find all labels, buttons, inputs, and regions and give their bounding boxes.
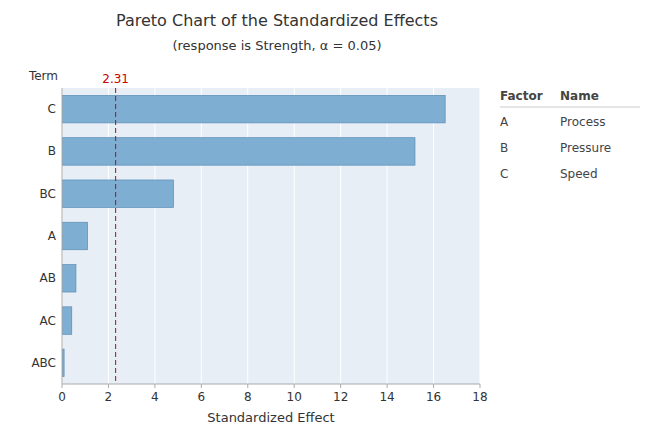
factor-table: Factor Name A Process B Pressure C Speed: [500, 89, 640, 181]
x-tick-label: 0: [58, 390, 66, 404]
table-header: Factor: [500, 89, 543, 103]
bar: [62, 265, 76, 292]
x-tick: [387, 384, 388, 388]
x-tick: [294, 384, 295, 388]
x-tick-label: 16: [426, 390, 441, 404]
y-axis-line: [62, 88, 63, 384]
grid-line: [340, 88, 341, 384]
table-header: Name: [560, 89, 599, 103]
table-cell: B: [500, 141, 508, 155]
grid-line: [387, 88, 388, 384]
grid: [62, 88, 480, 384]
table-rule: [500, 107, 640, 108]
table-cell: C: [500, 167, 508, 181]
x-tick-label: 18: [472, 390, 487, 404]
bar: [62, 138, 415, 165]
y-tick-label: B: [48, 144, 56, 158]
x-tick: [480, 384, 481, 388]
x-tick: [154, 384, 155, 388]
grid-line: [294, 88, 295, 384]
x-tick-label: 8: [244, 390, 252, 404]
y-tick-label: BC: [40, 187, 56, 201]
background: [0, 0, 660, 440]
y-tick-label: A: [48, 229, 57, 243]
y-tick-label: AB: [40, 271, 56, 285]
grid-line: [62, 88, 63, 384]
table-cell: Pressure: [560, 141, 611, 155]
table-cell: A: [500, 115, 509, 129]
y-axis-label: Term: [28, 69, 58, 83]
y-tick-label: C: [48, 102, 56, 116]
x-tick-label: 14: [379, 390, 394, 404]
x-tick-label: 10: [287, 390, 302, 404]
x-tick-label: 2: [105, 390, 113, 404]
table-cell: Process: [560, 115, 606, 129]
x-tick-label: 12: [333, 390, 348, 404]
reference-label: 2.31: [102, 72, 129, 86]
bar: [62, 180, 173, 207]
reference-line: [115, 88, 116, 384]
bar: [62, 307, 72, 334]
grid-line: [247, 88, 248, 384]
y-tick-label: AC: [40, 314, 56, 328]
bar: [62, 222, 88, 249]
x-tick-label: 6: [198, 390, 206, 404]
title: Pareto Chart of the Standardized Effects: [116, 11, 438, 30]
table-cell: Speed: [560, 167, 598, 181]
grid-line: [201, 88, 202, 384]
bars: [62, 95, 445, 376]
x-tick: [247, 384, 248, 388]
x-tick: [62, 384, 63, 388]
x-axis-label: Standardized Effect: [207, 410, 334, 425]
grid-line: [154, 88, 155, 384]
x-tick: [201, 384, 202, 388]
x-tick: [108, 384, 109, 388]
y-tick-label: ABC: [31, 356, 56, 370]
grid-line: [108, 88, 109, 384]
subtitle: (response is Strength, α = 0.05): [172, 38, 381, 53]
grid-line: [433, 88, 434, 384]
x-tick: [433, 384, 434, 388]
plot-background: [62, 88, 480, 384]
x-tick-label: 4: [151, 390, 159, 404]
x-axis-line: [62, 384, 480, 385]
x-tick: [340, 384, 341, 388]
grid-line: [480, 88, 481, 384]
bar: [62, 95, 445, 122]
chart: 2.31024681012141618ABCACABABCBCStandardi…: [0, 0, 660, 440]
